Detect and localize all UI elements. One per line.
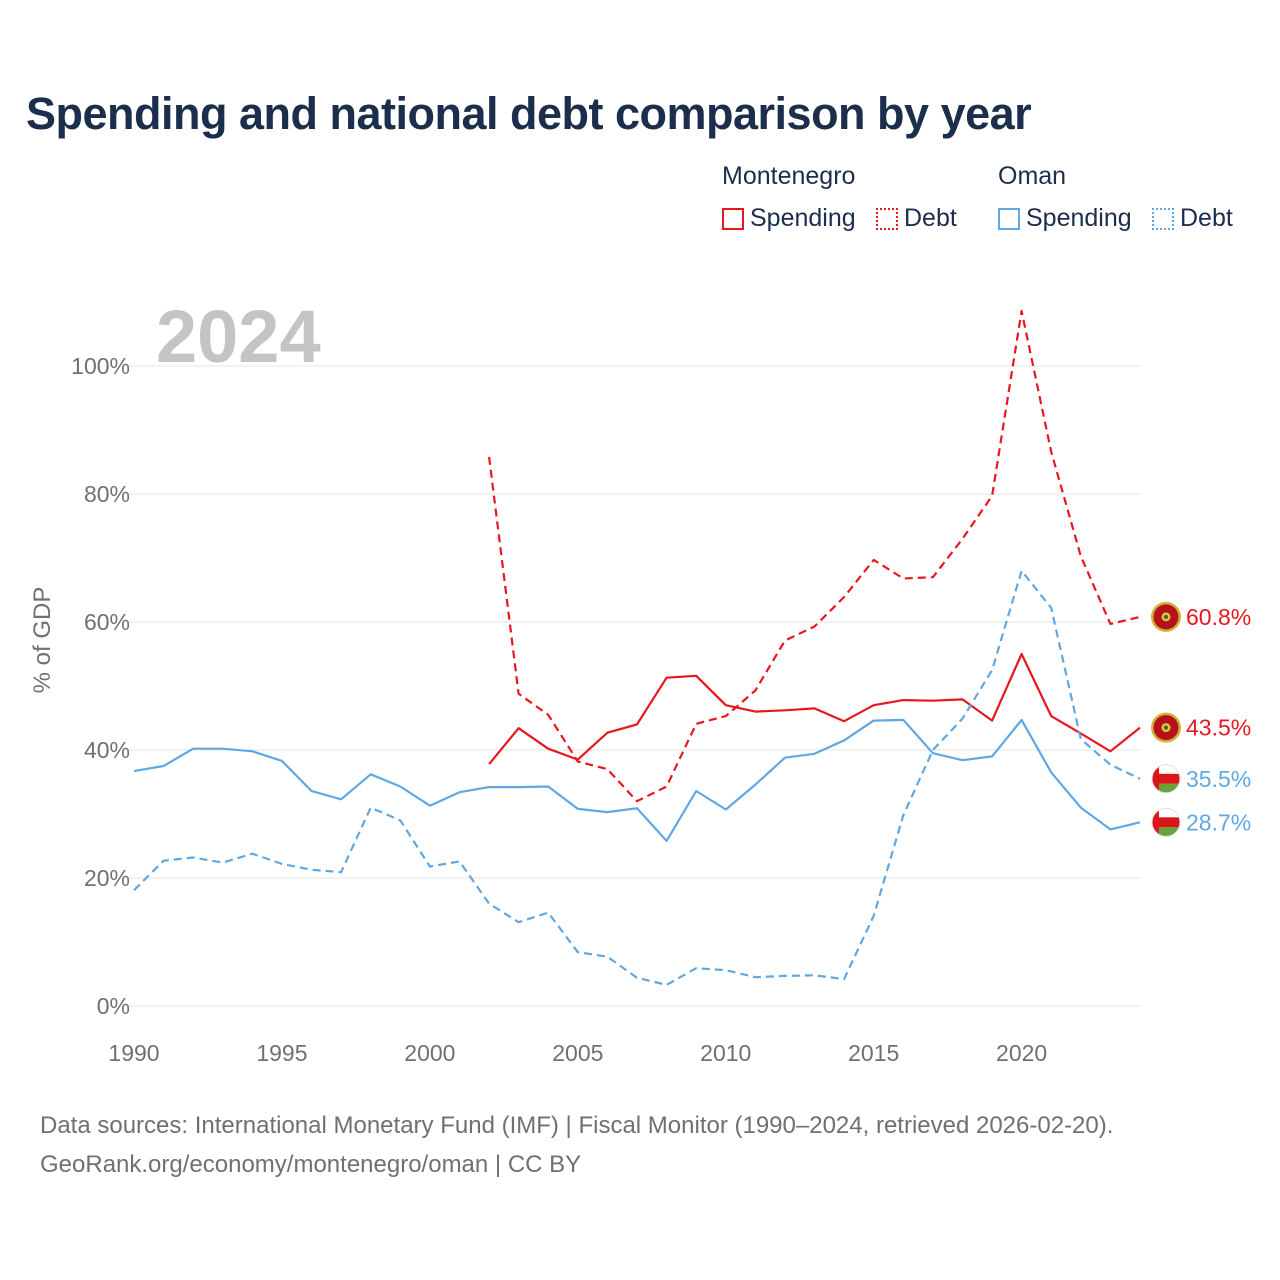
legend-label: Debt — [904, 204, 957, 232]
legend-item-oman-debt[interactable]: Debt — [1152, 204, 1233, 233]
flag-hoist — [1152, 764, 1159, 793]
flag-body — [1152, 808, 1180, 837]
montenegro-flag-icon — [1151, 712, 1181, 743]
legend-swatch-solid — [998, 207, 1020, 230]
source-line-2[interactable]: GeoRank.org/economy/montenegro/oman | CC… — [40, 1151, 582, 1178]
x-tick-label: 1990 — [108, 1040, 159, 1066]
oman-flag-icon — [1151, 807, 1181, 837]
end-value-label: 28.7% — [1186, 809, 1251, 835]
x-tick-label: 2000 — [404, 1040, 455, 1066]
legend-item-montenegro-spending[interactable]: Spending — [722, 204, 856, 233]
end-value-label: 60.8% — [1186, 604, 1251, 630]
flag-outline — [1151, 764, 1181, 794]
x-tick-label: 2015 — [848, 1040, 899, 1066]
y-tick-label: 100% — [71, 353, 130, 379]
legend-country-montenegro: Montenegro — [722, 162, 856, 190]
legend-swatch-solid — [722, 207, 744, 230]
x-tick-label: 2005 — [552, 1040, 603, 1066]
y-tick-label: 20% — [84, 865, 130, 891]
source-note: Data sources: International Monetary Fun… — [40, 1106, 1113, 1184]
legend-item-montenegro-debt[interactable]: Debt — [876, 204, 957, 233]
montenegro-flag-icon — [1151, 601, 1181, 632]
legend-country-oman: Oman — [998, 162, 1067, 190]
flag-emblem-center — [1164, 725, 1168, 730]
year-watermark: 2024 — [156, 295, 321, 378]
flag-body — [1152, 764, 1180, 793]
series-line-oman-spending — [133, 718, 1141, 843]
legend-label: Spending — [1026, 204, 1132, 232]
flag-hoist — [1152, 808, 1159, 837]
y-axis-label: % of GDP — [29, 587, 56, 694]
x-tick-label: 2020 — [996, 1040, 1047, 1066]
series-line-montenegro-spending — [488, 652, 1141, 765]
flag-outline — [1151, 807, 1181, 837]
chart-title: Spending and national debt comparison by… — [26, 88, 1032, 139]
y-tick-label: 80% — [84, 481, 130, 507]
legend-label: Debt — [1180, 204, 1233, 232]
x-tick-label: 1995 — [256, 1040, 307, 1066]
flag-red — [1152, 817, 1180, 828]
legend-swatch-dotted — [876, 207, 898, 230]
line-chart: 2024 0% 20% 40% 60% 80% 100% 1990 1995 2000 2005… — [29, 295, 1251, 1066]
y-tick-label: 40% — [84, 737, 130, 763]
series-line-montenegro-debt — [488, 309, 1141, 803]
source-line-1: Data sources: International Monetary Fun… — [40, 1112, 1114, 1139]
legend-item-oman-spending[interactable]: Spending — [998, 204, 1132, 233]
legend-label: Spending — [750, 204, 856, 232]
series-line-oman-debt — [133, 569, 1141, 987]
flag-red — [1152, 773, 1180, 784]
flag-green — [1152, 783, 1180, 793]
legend-swatch-dotted — [1152, 207, 1174, 230]
flag-green — [1152, 827, 1180, 837]
y-tick-label: 60% — [84, 609, 130, 635]
end-value-label: 43.5% — [1186, 715, 1251, 741]
oman-flag-icon — [1151, 764, 1181, 794]
flag-emblem-center — [1164, 614, 1168, 619]
y-tick-label: 0% — [97, 993, 130, 1019]
x-tick-label: 2010 — [700, 1040, 751, 1066]
end-value-label: 35.5% — [1186, 766, 1251, 792]
